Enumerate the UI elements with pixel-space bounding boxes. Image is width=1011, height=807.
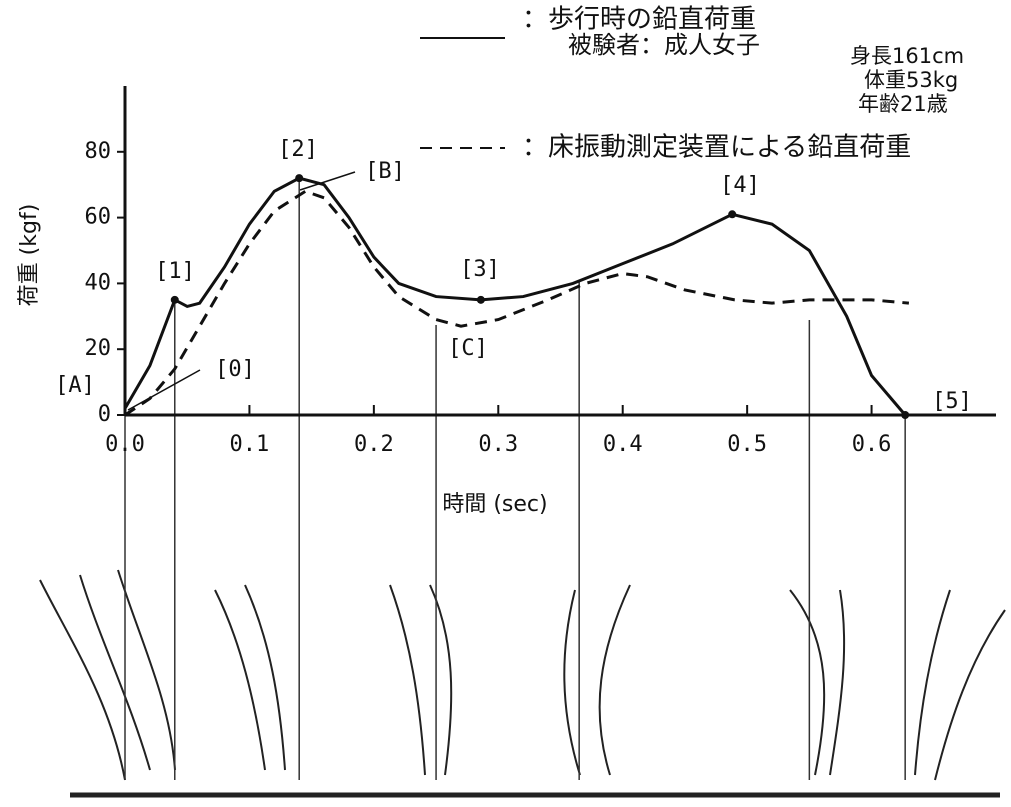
- annotation: [4]: [720, 173, 760, 198]
- x-axis-label: 時間 (sec): [442, 492, 547, 517]
- annotation: [C]: [448, 336, 488, 361]
- legend-label: ：床振動測定装置による鉛直荷重: [522, 133, 911, 163]
- annotation: [B]: [365, 159, 405, 184]
- subject-detail: 身長161cm: [850, 44, 964, 68]
- annotation: [A]: [55, 373, 95, 398]
- y-tick-label: 40: [85, 270, 112, 295]
- x-tick-label: 0.6: [852, 432, 892, 457]
- y-tick-label: 60: [85, 205, 112, 230]
- x-tick-label: 0.1: [230, 432, 270, 457]
- point: [476, 295, 485, 304]
- annotation-leader: [299, 171, 356, 191]
- leg-illustrations: [39, 569, 1006, 798]
- annotation: [3]: [460, 257, 500, 282]
- leg: [39, 569, 176, 781]
- leg: [214, 584, 286, 771]
- leg: [914, 589, 1006, 781]
- annotation: [5]: [932, 389, 972, 414]
- series-line: [123, 176, 907, 416]
- y-tick-label: 80: [85, 139, 112, 164]
- x-tick-label: 0.3: [478, 432, 518, 457]
- point: [295, 174, 304, 183]
- leg: [389, 584, 453, 776]
- annotation: [1]: [155, 259, 195, 284]
- subject-detail: 年齢21歳: [858, 92, 948, 116]
- annotation-leader: [127, 369, 201, 411]
- annotation: [2]: [278, 137, 318, 162]
- point: [901, 411, 910, 419]
- x-tick-label: 0.5: [727, 432, 767, 457]
- x-tick-label: 0.0: [105, 432, 145, 457]
- y-tick-label: 20: [85, 336, 112, 361]
- leg: [563, 584, 631, 776]
- legend-label: ：歩行時の鉛直荷重: [522, 5, 756, 35]
- y-axis-label: 荷重 (kgf): [17, 204, 42, 307]
- x-tick-label: 0.4: [603, 432, 643, 457]
- x-tick-label: 0.2: [354, 432, 394, 457]
- subject-detail: 体重53kg: [864, 68, 958, 92]
- point: [728, 210, 737, 219]
- annotation: [0]: [215, 357, 255, 382]
- y-tick-label: 0: [98, 402, 111, 427]
- series-line: [124, 189, 910, 417]
- leg: [789, 589, 846, 776]
- point: [170, 295, 179, 304]
- subject: 被験者：成人女子: [568, 31, 760, 59]
